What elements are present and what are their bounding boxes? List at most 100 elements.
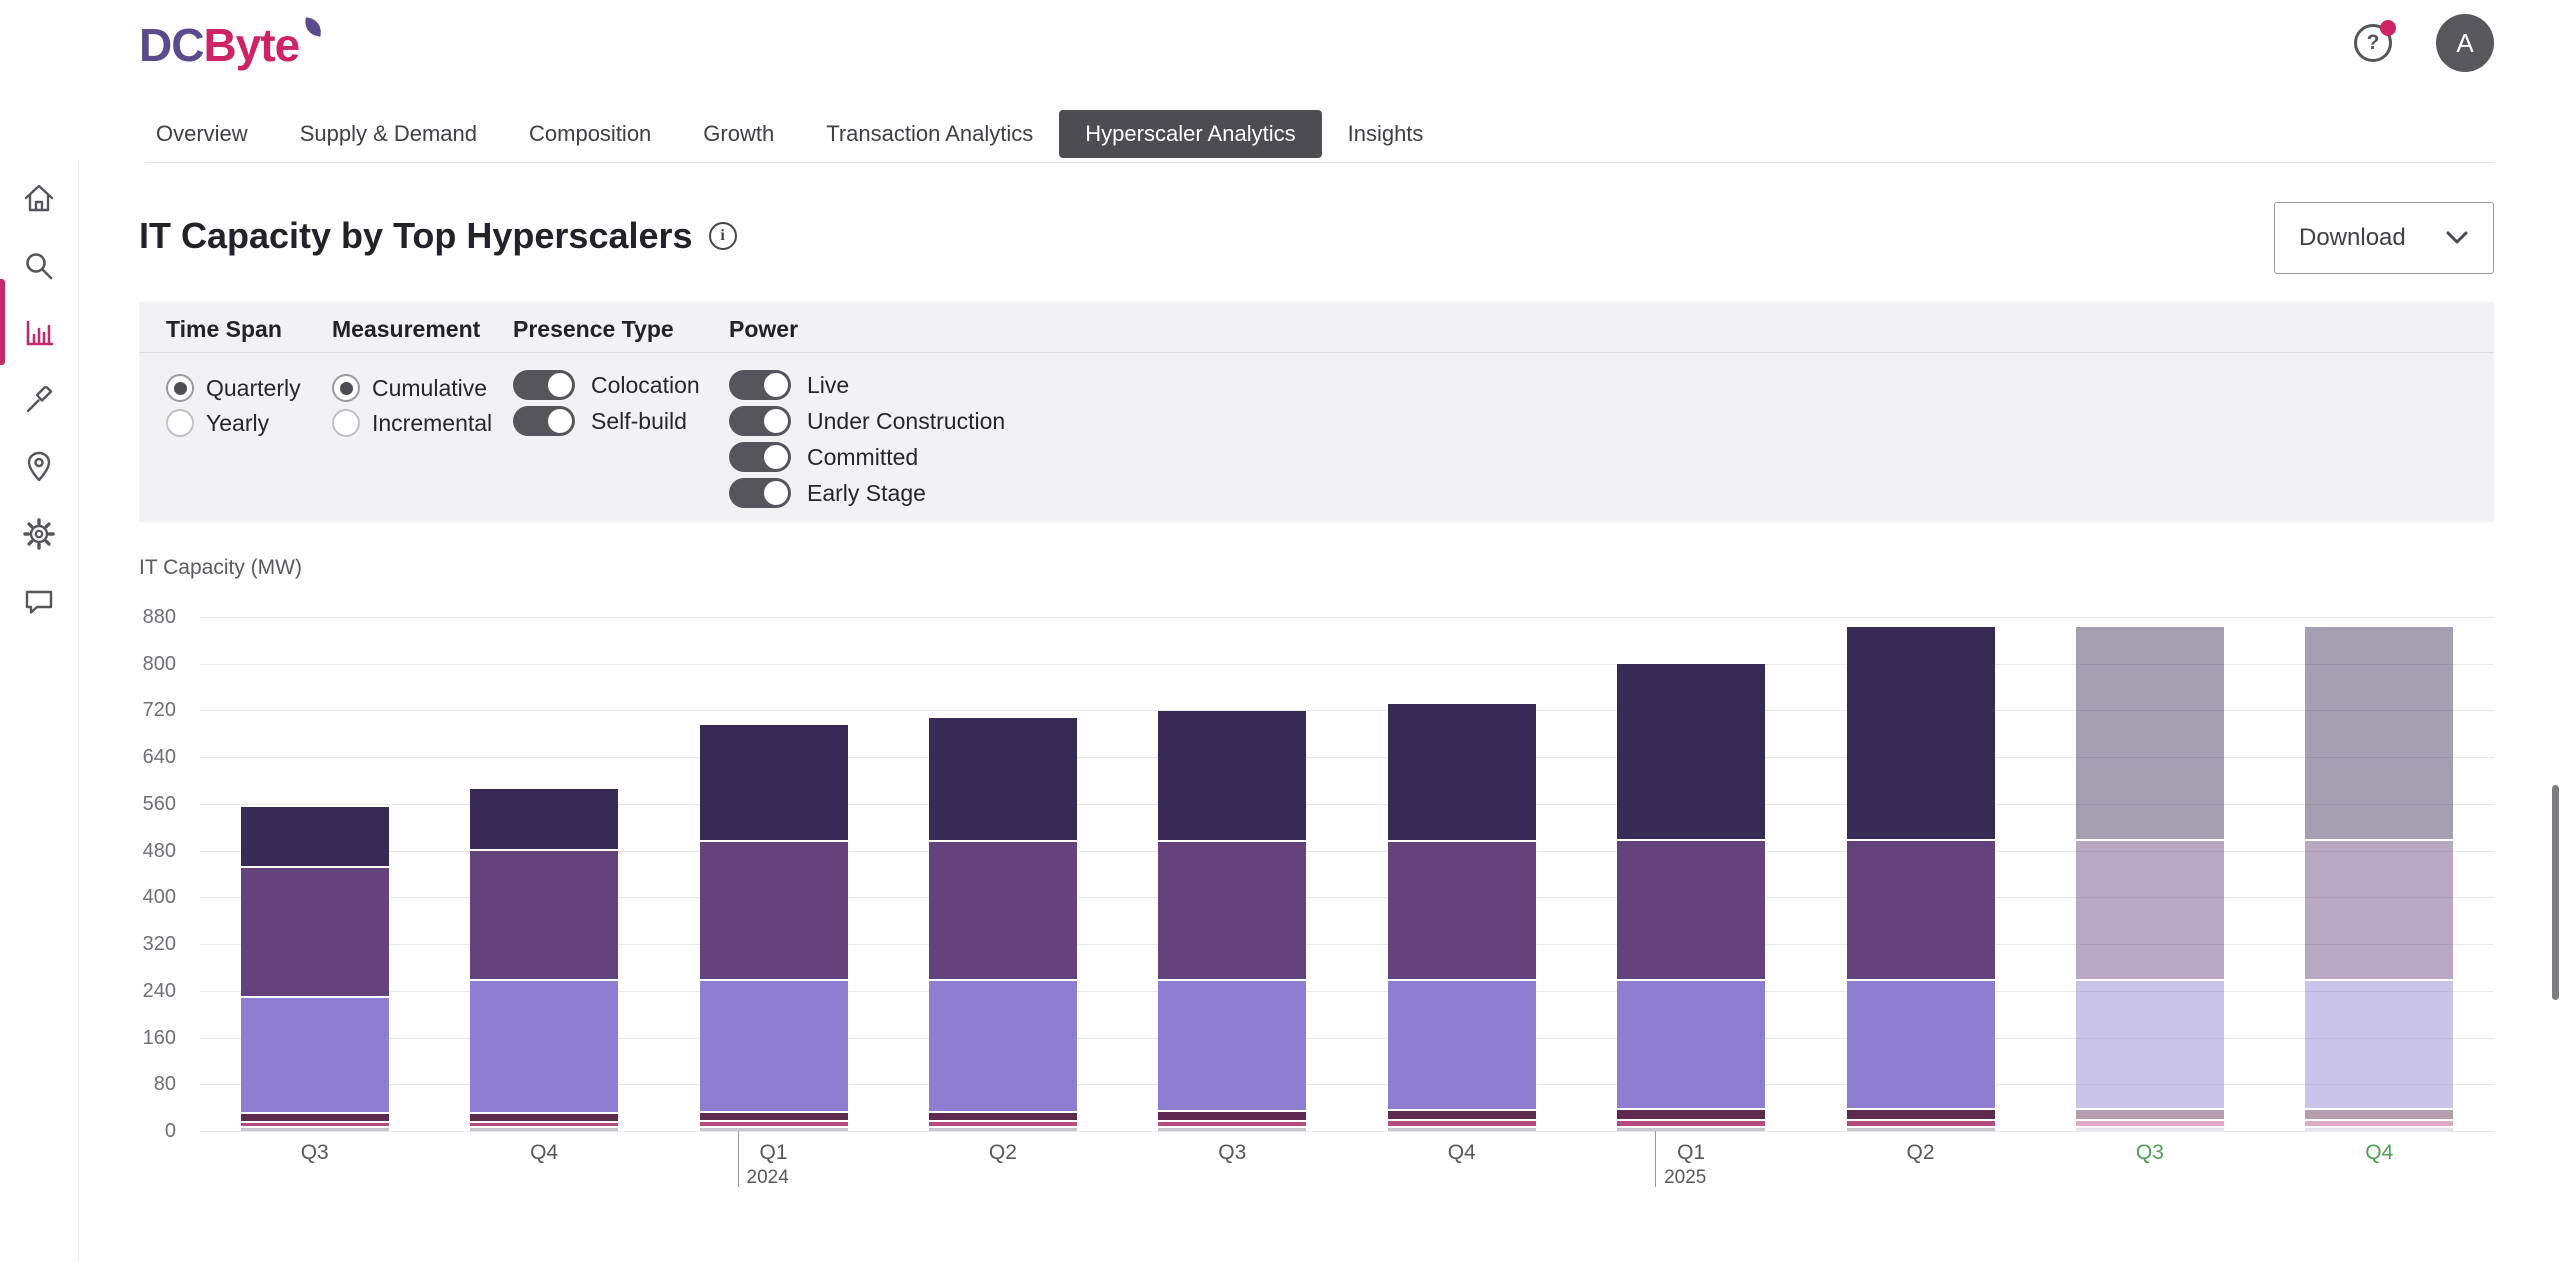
bar-10-segment-3[interactable] — [2305, 1108, 2454, 1120]
filter-option-under-construction[interactable]: Under Construction — [729, 406, 1005, 436]
toggle-self-build[interactable] — [513, 406, 575, 436]
radio-quarterly[interactable] — [166, 374, 194, 402]
avatar[interactable]: A — [2436, 14, 2494, 72]
bar-2-segment-1[interactable] — [470, 1126, 619, 1131]
bar-7-segment-4[interactable] — [1617, 978, 1766, 1109]
bar-4-segment-1[interactable] — [928, 1126, 1077, 1131]
scrollbar-thumb[interactable] — [2552, 785, 2559, 1000]
bar-6-segment-3[interactable] — [1387, 1109, 1536, 1120]
bar-1-segment-2[interactable] — [240, 1120, 389, 1127]
filter-option-early-stage[interactable]: Early Stage — [729, 478, 926, 508]
filter-option-committed[interactable]: Committed — [729, 442, 918, 472]
bar-2-segment-2[interactable] — [470, 1120, 619, 1127]
bar-5-segment-1[interactable] — [1158, 1126, 1307, 1131]
sidebar-item-search[interactable] — [11, 238, 67, 294]
filter-option-yearly[interactable]: Yearly — [166, 409, 269, 437]
bar-8-segment-4[interactable] — [1846, 978, 1995, 1109]
tab-overview[interactable]: Overview — [156, 121, 248, 146]
download-button[interactable]: Download — [2274, 202, 2494, 274]
bar-1-segment-1[interactable] — [240, 1126, 389, 1131]
sidebar-item-home[interactable] — [11, 171, 67, 227]
bar-3-segment-1[interactable] — [699, 1126, 848, 1131]
filter-option-self-build[interactable]: Self-build — [513, 406, 687, 436]
bar-2-segment-3[interactable] — [470, 1111, 619, 1121]
bar-6-segment-1[interactable] — [1387, 1126, 1536, 1131]
bar-4-segment-4[interactable] — [928, 978, 1077, 1111]
toggle-live[interactable] — [729, 370, 791, 400]
bar-6-segment-2[interactable] — [1387, 1119, 1536, 1127]
bar-5-segment-2[interactable] — [1158, 1119, 1307, 1127]
filter-option-cumulative[interactable]: Cumulative — [332, 374, 487, 402]
bar-8-segment-1[interactable] — [1846, 1126, 1995, 1131]
filter-option-incremental[interactable]: Incremental — [332, 409, 492, 437]
bar-10-segment-5[interactable] — [2305, 838, 2454, 979]
bar-7-segment-3[interactable] — [1617, 1108, 1766, 1120]
bar-9-segment-5[interactable] — [2075, 838, 2224, 979]
bar-4-segment-2[interactable] — [928, 1119, 1077, 1127]
sidebar-item-settings[interactable] — [11, 506, 67, 562]
bar-9-segment-4[interactable] — [2075, 978, 2224, 1109]
bar-3-segment-3[interactable] — [699, 1110, 848, 1120]
bar-8-segment-5[interactable] — [1846, 838, 1995, 979]
bar-5-segment-3[interactable] — [1158, 1109, 1307, 1120]
bar-1-segment-3[interactable] — [240, 1111, 389, 1121]
bar-7-segment-1[interactable] — [1617, 1126, 1766, 1131]
radio-yearly[interactable] — [166, 409, 194, 437]
bar-5-segment-5[interactable] — [1158, 839, 1307, 979]
sidebar-item-locations[interactable] — [11, 439, 67, 495]
sidebar-item-feedback[interactable] — [11, 573, 67, 629]
bar-2-segment-6[interactable] — [470, 789, 619, 849]
toggle-under-construction[interactable] — [729, 406, 791, 436]
filter-option-colocation[interactable]: Colocation — [513, 370, 700, 400]
bar-5-segment-6[interactable] — [1158, 710, 1307, 840]
tab-transaction-analytics[interactable]: Transaction Analytics — [826, 121, 1034, 146]
bar-2-segment-4[interactable] — [470, 978, 619, 1112]
tab-supply-demand[interactable]: Supply & Demand — [299, 121, 478, 146]
bar-10-segment-2[interactable] — [2305, 1119, 2454, 1127]
info-icon[interactable]: i — [708, 222, 737, 250]
bar-10-segment-6[interactable] — [2305, 626, 2454, 839]
bar-2-segment-5[interactable] — [470, 848, 619, 979]
bar-1-segment-5[interactable] — [240, 865, 389, 997]
bar-1-segment-4[interactable] — [240, 996, 389, 1112]
bar-1-segment-6[interactable] — [240, 806, 389, 866]
brand-logo[interactable]: DCByte — [139, 17, 323, 68]
bar-4-segment-6[interactable] — [928, 717, 1077, 840]
bar-7-segment-6[interactable] — [1617, 664, 1766, 839]
bar-6-segment-4[interactable] — [1387, 978, 1536, 1110]
bar-9-segment-2[interactable] — [2075, 1119, 2224, 1127]
bar-7-segment-2[interactable] — [1617, 1119, 1766, 1127]
tab-growth[interactable]: Growth — [703, 121, 775, 146]
toggle-early-stage[interactable] — [729, 478, 791, 508]
tab-hyperscaler-analytics[interactable]: Hyperscaler Analytics — [1059, 110, 1322, 158]
bar-3-segment-4[interactable] — [699, 978, 848, 1111]
bar-6-segment-6[interactable] — [1387, 703, 1536, 840]
radio-cumulative[interactable] — [332, 374, 360, 402]
bar-8-segment-2[interactable] — [1846, 1119, 1995, 1127]
tab-insights[interactable]: Insights — [1347, 121, 1424, 146]
toggle-committed[interactable] — [729, 442, 791, 472]
bar-9-segment-1[interactable] — [2075, 1126, 2224, 1131]
toggle-colocation[interactable] — [513, 370, 575, 400]
bar-8-segment-3[interactable] — [1846, 1108, 1995, 1120]
filter-option-quarterly[interactable]: Quarterly — [166, 374, 301, 402]
bar-6-segment-5[interactable] — [1387, 839, 1536, 979]
bar-3-segment-6[interactable] — [699, 724, 848, 840]
bar-10-segment-1[interactable] — [2305, 1126, 2454, 1131]
bar-3-segment-2[interactable] — [699, 1119, 848, 1127]
help-button[interactable]: ? — [2354, 20, 2396, 62]
bar-9-segment-6[interactable] — [2075, 626, 2224, 839]
sidebar-item-analytics[interactable] — [11, 305, 67, 361]
sidebar-item-tools[interactable] — [11, 372, 67, 428]
bar-7-segment-5[interactable] — [1617, 838, 1766, 979]
bar-3-segment-5[interactable] — [699, 839, 848, 979]
tab-composition[interactable]: Composition — [529, 121, 652, 146]
bar-4-segment-3[interactable] — [928, 1110, 1077, 1120]
bar-5-segment-4[interactable] — [1158, 978, 1307, 1110]
bar-8-segment-6[interactable] — [1846, 626, 1995, 839]
bar-4-segment-5[interactable] — [928, 839, 1077, 979]
bar-9-segment-3[interactable] — [2075, 1108, 2224, 1120]
radio-incremental[interactable] — [332, 409, 360, 437]
filter-option-live[interactable]: Live — [729, 370, 849, 400]
bar-10-segment-4[interactable] — [2305, 978, 2454, 1109]
